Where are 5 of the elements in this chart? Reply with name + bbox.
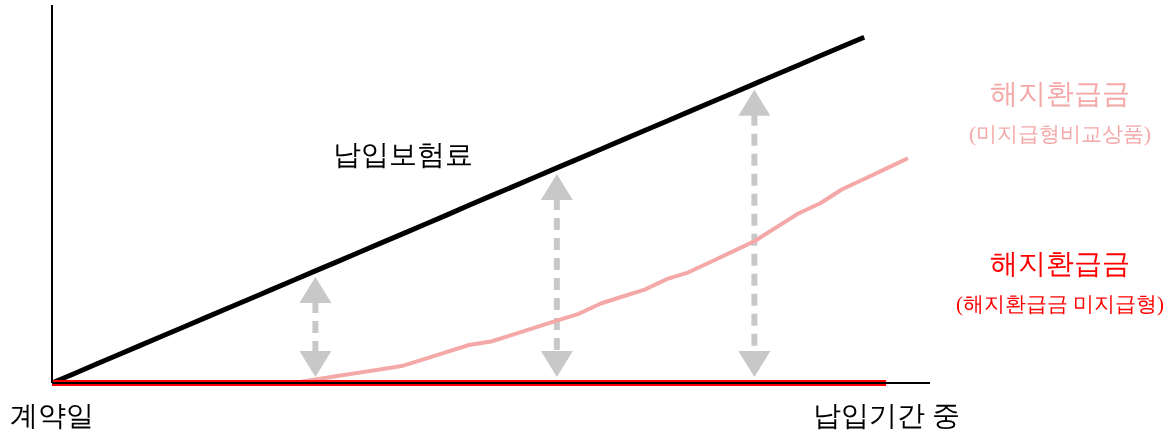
text: 해지환급금 (미지급형비교상품) xyxy=(969,78,1151,147)
text: 해지환급금 (해지환급금 미지급형) xyxy=(955,248,1165,316)
x-tick-label: 납입기간 중 xyxy=(812,400,960,431)
x-tick-label: 계약일 xyxy=(10,400,94,431)
series-label: 납입보험료 xyxy=(333,139,474,171)
